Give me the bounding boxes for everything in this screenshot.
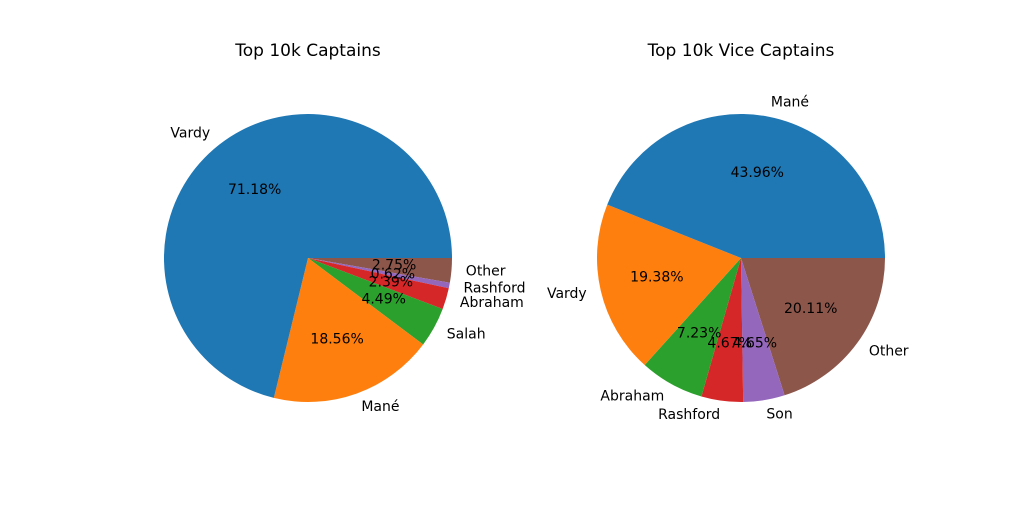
captains-slice-abraham (308, 258, 449, 309)
captains-chart-title: Top 10k Captains (234, 41, 381, 61)
captains-pie-chart: Top 10k Captains Vardy 71.18% Mané 18.56% Sa… (163, 41, 526, 415)
vice-captains-pct-mane: 43.96% (731, 165, 784, 181)
captains-pct-vardy: 71.18% (228, 182, 281, 198)
vice-captains-label-vardy: Vardy (547, 286, 587, 302)
captains-pct-abraham: 2.39% (369, 274, 413, 290)
captains-pct-rashford: 0.62% (371, 267, 415, 283)
vice-captains-label-son: Son (766, 406, 792, 422)
vice-captains-slice-rashford (701, 258, 744, 403)
captains-label-abraham: Abraham (460, 295, 524, 311)
vice-captains-label-abraham: Abraham (600, 389, 664, 405)
captains-label-rashford: Rashford (463, 280, 525, 296)
vice-captains-label-other: Other (869, 344, 909, 360)
vice-captains-slice-vardy (597, 204, 741, 366)
captains-pct-mane: 18.56% (310, 331, 363, 347)
captains-slice-mane (273, 258, 424, 402)
captains-label-other: Other (466, 264, 506, 280)
vice-captains-pie-chart: Top 10k Vice Captains Mané 43.96% Vardy 19.… (547, 41, 909, 423)
vice-captains-slice-mane (607, 114, 885, 259)
vice-captains-slice-other (741, 258, 885, 396)
captains-label-salah: Salah (447, 326, 486, 342)
captains-slice-vardy (163, 114, 452, 398)
captains-slice-rashford (308, 258, 450, 289)
vice-captains-label-rashford: Rashford (658, 407, 720, 423)
vice-captains-slice-abraham (644, 258, 741, 397)
vice-captains-pct-rashford: 4.67% (707, 336, 751, 352)
captains-slice-other (308, 258, 452, 283)
vice-captains-pct-son: 4.65% (733, 335, 777, 351)
captains-label-mane: Mané (361, 399, 399, 415)
captains-slice-salah (308, 258, 443, 345)
vice-captains-pct-vardy: 19.38% (630, 270, 683, 286)
captains-pct-other: 2.75% (372, 257, 416, 273)
captains-pct-salah: 4.49% (361, 292, 405, 308)
vice-captains-chart-title: Top 10k Vice Captains (647, 41, 835, 61)
vice-captains-pct-other: 20.11% (784, 301, 837, 317)
vice-captains-pct-abraham: 7.23% (677, 326, 721, 342)
vice-captains-slice-son (741, 258, 785, 402)
captains-label-vardy: Vardy (170, 125, 210, 141)
vice-captains-label-mane: Mané (771, 94, 809, 110)
